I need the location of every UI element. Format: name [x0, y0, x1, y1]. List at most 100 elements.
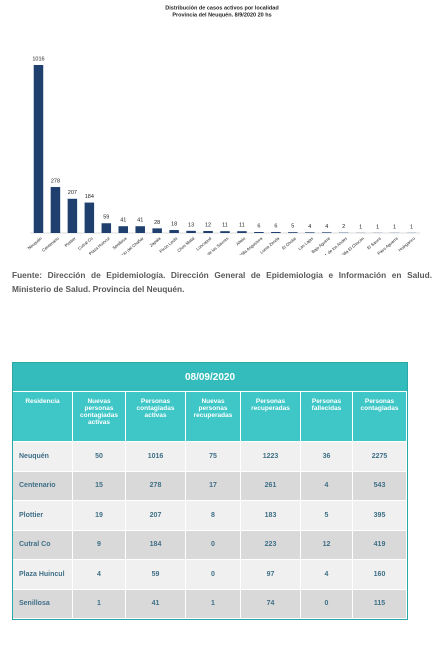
bar	[288, 232, 298, 233]
table-cell: 4	[301, 560, 353, 590]
x-tick-label: Loma Zenda	[259, 235, 281, 254]
value-label: 278	[51, 178, 60, 184]
bar	[169, 230, 179, 233]
bar	[152, 228, 162, 233]
table-cell: 0	[186, 560, 241, 590]
value-label: 11	[239, 223, 245, 229]
table-cell: 1	[73, 589, 126, 619]
table-cell: 97	[241, 560, 301, 590]
value-label: 1016	[32, 56, 44, 62]
row-label: Senillosa	[13, 589, 73, 619]
table-cell: 1016	[126, 442, 186, 472]
bar	[237, 231, 247, 233]
row-label: Cutral Co	[13, 530, 73, 560]
table-cell: 160	[353, 560, 407, 590]
bar	[135, 226, 145, 233]
table-cell: 207	[126, 501, 186, 531]
value-label: 5	[291, 224, 294, 230]
table-cell: 115	[353, 589, 407, 619]
table-row: Cutral Co 9 184 0 223 12 419	[13, 530, 407, 560]
value-label: 1	[376, 224, 379, 230]
column-header: Personas recuperadas	[241, 392, 301, 442]
column-header: Residencia	[13, 392, 73, 442]
x-tick-label: Huinganco	[397, 235, 416, 252]
value-label: 12	[205, 222, 211, 228]
value-label: 4	[308, 224, 311, 230]
value-label: 59	[103, 215, 109, 221]
table-cell: 75	[186, 442, 241, 472]
table-cell: 184	[126, 530, 186, 560]
table-cell: 15	[73, 471, 126, 501]
table-cell: 59	[126, 560, 186, 590]
column-header: Personas fallecidas	[301, 392, 353, 442]
table-cell: 17	[186, 471, 241, 501]
value-label: 207	[68, 190, 77, 196]
chart-subtitle: Provincia del Neuquén. 8/9/2020 20 hs	[172, 12, 271, 18]
column-header: Nuevas personas contagiadas activas	[73, 392, 126, 442]
table-cell: 278	[126, 471, 186, 501]
bar	[33, 65, 44, 233]
table-cell: 223	[241, 530, 301, 560]
row-label: Plottier	[13, 501, 73, 531]
x-tick-label: Picún Leufú	[158, 235, 179, 253]
source-note: Fuente: Dirección de Epidemiología. Dire…	[12, 270, 432, 294]
bar	[50, 187, 61, 233]
table-cell: 261	[241, 471, 301, 501]
x-tick-label: Chos Malal	[176, 236, 195, 253]
x-tick-label: Plottier	[64, 235, 78, 248]
table-row: Centenario 15 278 17 261 4 543	[13, 471, 407, 501]
bar	[101, 223, 112, 233]
header-row: Residencia Nuevas personas contagiadas ac…	[13, 392, 407, 442]
table-row: Senillosa 1 41 1 74 0 115	[13, 589, 407, 619]
row-label: Neuquén	[13, 442, 73, 472]
table-cell: 2275	[353, 442, 407, 472]
x-tick-label: Centenario	[41, 235, 60, 252]
value-label: 1	[359, 224, 362, 230]
bar	[305, 232, 315, 233]
table-cell: 1	[186, 589, 241, 619]
table-cell: 0	[301, 589, 353, 619]
table-cell: 183	[241, 501, 301, 531]
value-label: 13	[188, 222, 194, 228]
table-cell: 50	[73, 442, 126, 472]
bar	[67, 198, 78, 233]
column-header: Nuevas personas recuperadas	[186, 392, 241, 442]
table-cell: 5	[301, 501, 353, 531]
value-label: 18	[171, 221, 177, 227]
table-cell: 0	[186, 530, 241, 560]
value-label: 6	[257, 223, 260, 229]
x-tick-label: Zapala	[149, 235, 163, 247]
table-cell: 8	[186, 501, 241, 531]
value-label: 184	[85, 194, 94, 200]
chart: Distribución de casos activos por locali…	[27, 5, 420, 255]
table-row: Neuquén 50 1016 75 1223 36 2275	[13, 442, 407, 472]
value-label: 1	[410, 224, 413, 230]
value-label: 1	[393, 224, 396, 230]
bar	[84, 202, 95, 233]
column-header: Personas contagiadas activas	[126, 392, 186, 442]
table-cell: 1223	[241, 442, 301, 472]
x-tick-label: El Cholar	[281, 235, 298, 250]
table-title: 08/09/2020	[13, 363, 407, 392]
value-label: 41	[137, 218, 143, 224]
table-cell: 36	[301, 442, 353, 472]
bar	[254, 232, 264, 233]
value-label: 28	[154, 220, 160, 226]
column-header: Personas contagiadas	[353, 392, 407, 442]
table-cell: 12	[301, 530, 353, 560]
table-row: Plaza Huincul 4 59 0 97 4 160	[13, 560, 407, 590]
table-cell: 4	[73, 560, 126, 590]
value-label: 2	[342, 224, 345, 230]
x-tick-label: Añelo	[235, 235, 247, 246]
table-cell: 419	[353, 530, 407, 560]
bar	[186, 230, 196, 233]
bar	[203, 231, 213, 233]
value-label: 4	[325, 224, 328, 230]
table-cell: 4	[301, 471, 353, 501]
bar	[271, 232, 281, 233]
table-cell: 9	[73, 530, 126, 560]
table-cell: 543	[353, 471, 407, 501]
row-label: Plaza Huincul	[13, 560, 73, 590]
value-label: 41	[120, 218, 126, 224]
